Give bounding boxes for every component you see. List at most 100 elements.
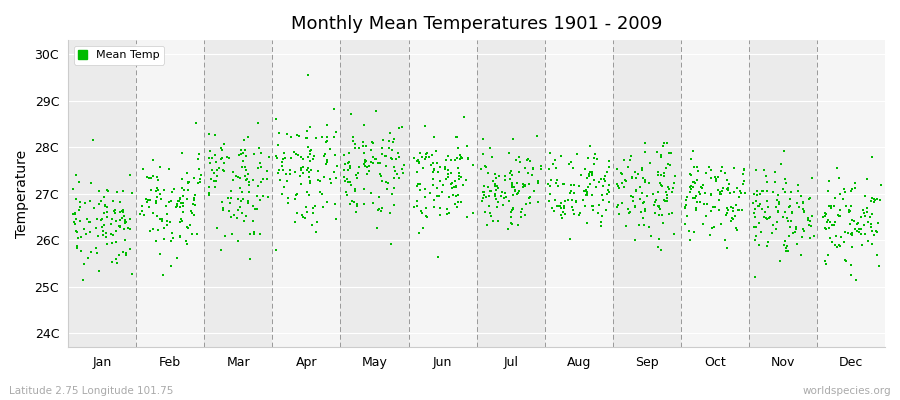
Point bbox=[547, 208, 562, 215]
Point bbox=[249, 206, 264, 212]
Point bbox=[290, 132, 304, 138]
Point bbox=[125, 190, 140, 197]
Point bbox=[585, 170, 599, 176]
Point bbox=[842, 220, 857, 227]
Point bbox=[320, 157, 334, 163]
Point bbox=[625, 175, 639, 181]
Point bbox=[357, 163, 372, 170]
Point bbox=[83, 219, 97, 225]
Point bbox=[306, 204, 320, 211]
Point bbox=[867, 231, 881, 238]
Point bbox=[168, 204, 183, 210]
Point bbox=[412, 159, 427, 165]
Point bbox=[578, 166, 592, 172]
Point bbox=[491, 173, 506, 180]
Point bbox=[817, 210, 832, 216]
Point bbox=[627, 237, 642, 244]
Point bbox=[521, 195, 535, 202]
Point bbox=[306, 153, 320, 159]
Point bbox=[271, 170, 285, 176]
Point bbox=[574, 172, 589, 178]
Point bbox=[236, 196, 250, 202]
Point bbox=[489, 187, 503, 193]
Point bbox=[640, 193, 654, 200]
Point bbox=[555, 215, 570, 221]
Point bbox=[835, 196, 850, 202]
Point bbox=[803, 218, 817, 225]
Point bbox=[482, 192, 497, 199]
Point bbox=[157, 187, 171, 193]
Point bbox=[410, 181, 425, 187]
Point bbox=[357, 160, 372, 167]
Point bbox=[299, 135, 313, 142]
Point bbox=[753, 201, 768, 207]
Point bbox=[854, 230, 868, 237]
Point bbox=[720, 186, 734, 193]
Point bbox=[585, 202, 599, 209]
Point bbox=[153, 196, 167, 202]
Point bbox=[517, 182, 531, 188]
Point bbox=[108, 206, 122, 213]
Point bbox=[556, 205, 571, 211]
Point bbox=[572, 212, 587, 218]
Point bbox=[188, 202, 202, 208]
Point bbox=[562, 190, 577, 196]
Point bbox=[516, 180, 530, 187]
Point bbox=[328, 152, 343, 158]
Point bbox=[781, 218, 796, 224]
Point bbox=[760, 243, 774, 250]
Point bbox=[225, 231, 239, 237]
Point bbox=[485, 154, 500, 160]
Point bbox=[592, 201, 607, 208]
Point bbox=[387, 175, 401, 181]
Point bbox=[246, 177, 260, 183]
Point bbox=[413, 187, 428, 194]
Point bbox=[711, 187, 725, 194]
Point bbox=[68, 216, 83, 223]
Point bbox=[380, 185, 394, 192]
Point bbox=[805, 174, 819, 181]
Point bbox=[772, 258, 787, 264]
Point bbox=[652, 203, 667, 209]
Point bbox=[140, 199, 155, 205]
Point bbox=[284, 154, 299, 161]
Point bbox=[92, 268, 106, 274]
Point bbox=[158, 236, 172, 242]
Point bbox=[444, 157, 458, 163]
Point bbox=[98, 202, 112, 208]
Point bbox=[586, 161, 600, 168]
Point bbox=[320, 160, 334, 167]
Point bbox=[118, 218, 132, 224]
Point bbox=[666, 185, 680, 192]
Point bbox=[364, 147, 379, 153]
Point bbox=[704, 167, 718, 173]
Point bbox=[454, 154, 469, 161]
Point bbox=[357, 157, 372, 163]
Point bbox=[106, 232, 121, 238]
Point bbox=[562, 236, 577, 242]
Point bbox=[342, 150, 356, 156]
Point bbox=[580, 184, 595, 191]
Point bbox=[88, 224, 103, 231]
Point bbox=[140, 174, 154, 181]
Point bbox=[157, 224, 171, 231]
Point bbox=[238, 177, 253, 183]
Point bbox=[504, 220, 518, 226]
Point bbox=[848, 180, 862, 186]
Point bbox=[654, 212, 669, 218]
Point bbox=[554, 202, 568, 209]
Point bbox=[652, 204, 666, 210]
Point bbox=[247, 203, 261, 210]
Point bbox=[216, 168, 230, 174]
Point bbox=[678, 204, 692, 210]
Point bbox=[181, 225, 195, 231]
Point bbox=[339, 192, 354, 198]
Point bbox=[682, 184, 697, 190]
Point bbox=[594, 176, 608, 182]
Point bbox=[252, 230, 266, 237]
Point bbox=[688, 193, 703, 199]
Point bbox=[176, 209, 191, 215]
Point bbox=[238, 167, 253, 174]
Point bbox=[231, 237, 246, 244]
Point bbox=[136, 166, 150, 172]
